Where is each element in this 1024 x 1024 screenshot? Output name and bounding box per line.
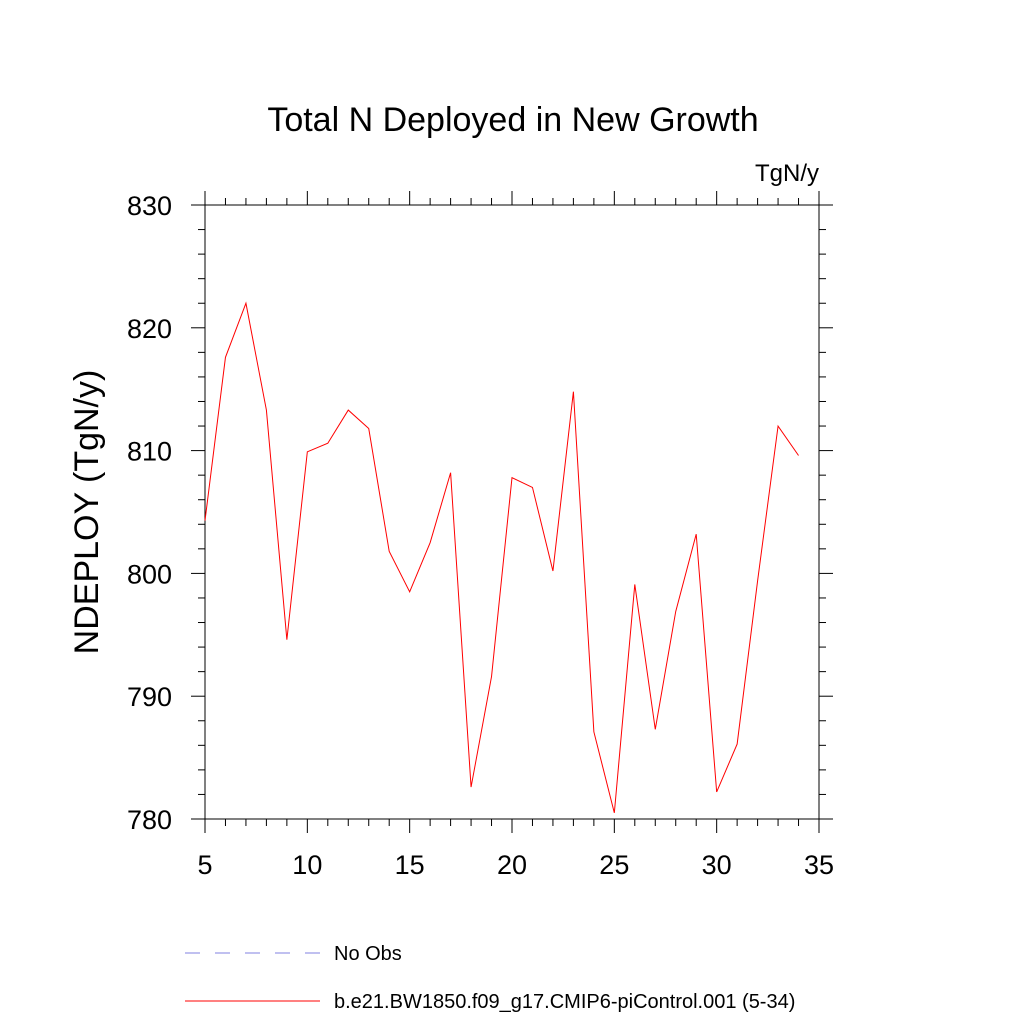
y-axis-label: NDEPLOY (TgN/y) <box>68 370 106 655</box>
x-tick-label: 35 <box>804 850 834 880</box>
legend-label-0: No Obs <box>334 943 402 965</box>
axis-ticks: 5 10 15 20 25 30 35 780 790 800 810 820 830 <box>127 191 834 880</box>
units-label: TgN/y <box>755 160 819 187</box>
chart-title: Total N Deployed in New Growth <box>267 101 758 139</box>
x-tick-label: 25 <box>599 850 629 880</box>
x-tick-label: 5 <box>197 850 212 880</box>
y-tick-label: 790 <box>127 682 172 712</box>
y-tick-label: 800 <box>127 559 172 589</box>
series-layer <box>204 301 799 813</box>
x-tick-label: 15 <box>395 850 425 880</box>
y-tick-label: 820 <box>127 314 172 344</box>
y-tick-label: 810 <box>127 437 172 467</box>
y-tick-label: 780 <box>127 805 172 835</box>
series-line-1 <box>204 301 799 813</box>
x-tick-label: 10 <box>292 850 322 880</box>
legend-label-1: b.e21.BW1850.f09_g17.CMIP6-piControl.001… <box>334 991 795 1013</box>
x-tick-label: 30 <box>702 850 732 880</box>
x-tick-label: 20 <box>497 850 527 880</box>
y-tick-label: 830 <box>127 191 172 221</box>
plot-frame <box>204 204 820 820</box>
legend: No Obs b.e21.BW1850.f09_g17.CMIP6-piContr… <box>185 943 795 1013</box>
